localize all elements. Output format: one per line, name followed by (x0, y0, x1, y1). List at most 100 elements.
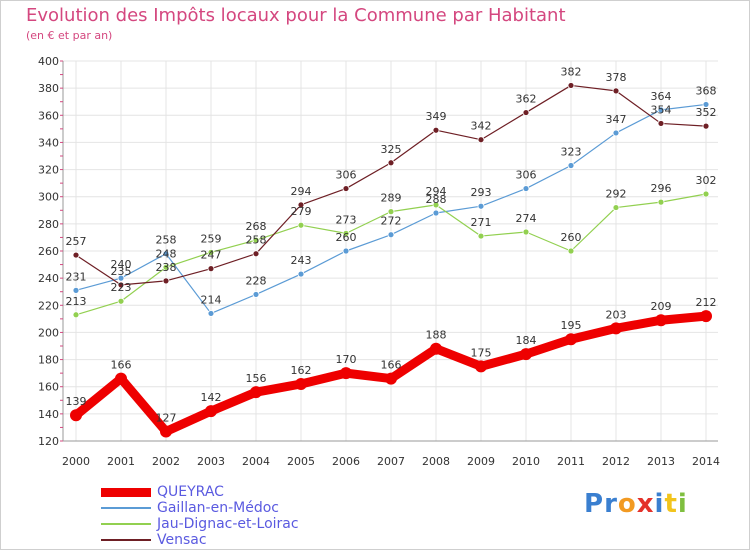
data-point-gaillan (387, 231, 395, 239)
y-tick-label: 280 (38, 218, 59, 231)
data-label-vensac: 378 (606, 71, 627, 84)
data-label-jau: 259 (201, 232, 222, 245)
legend-item-queyrac: QUEYRAC (101, 484, 299, 500)
data-point-gaillan (207, 310, 215, 317)
y-tick-label: 220 (38, 299, 59, 312)
data-point-jau (207, 248, 215, 256)
x-tick-label: 2004 (242, 455, 270, 468)
data-point-gaillan (522, 185, 530, 192)
data-label-queyrac: 142 (201, 391, 222, 404)
data-point-gaillan (342, 247, 350, 255)
data-point-vensac (432, 126, 440, 134)
data-point-jau (117, 297, 125, 305)
data-label-queyrac: 170 (336, 353, 357, 366)
data-label-gaillan: 306 (516, 169, 537, 182)
chart-title: Evolution des Impôts locaux pour la Comm… (26, 5, 566, 26)
data-point-jau (702, 190, 710, 198)
data-label-vensac: 342 (471, 120, 492, 133)
x-tick-label: 2013 (647, 455, 675, 468)
data-point-vensac (117, 281, 125, 289)
data-label-queyrac: 166 (381, 359, 402, 372)
logo-letter: t (664, 489, 678, 519)
data-label-jau: 274 (516, 212, 537, 225)
data-label-jau: 296 (651, 182, 672, 195)
data-label-vensac: 306 (336, 169, 357, 182)
x-tick-label: 2010 (512, 455, 540, 468)
y-tick-label: 120 (38, 435, 59, 448)
x-tick-label: 2011 (557, 455, 585, 468)
y-tick-label: 260 (38, 245, 59, 258)
data-point-queyrac (700, 310, 712, 323)
data-label-gaillan: 368 (696, 84, 717, 97)
data-label-jau: 271 (471, 216, 492, 229)
data-label-gaillan: 243 (291, 254, 312, 267)
x-tick-label: 2001 (107, 455, 135, 468)
data-label-jau: 292 (606, 188, 627, 201)
data-point-jau (567, 247, 575, 255)
data-point-jau (432, 201, 440, 209)
data-label-vensac: 325 (381, 143, 402, 156)
legend-swatch-queyrac (101, 487, 151, 497)
x-tick-label: 2014 (692, 455, 720, 468)
x-tick-label: 2008 (422, 455, 450, 468)
x-tick-label: 2003 (197, 455, 225, 468)
logo-letter: o (617, 489, 637, 519)
data-label-jau: 213 (66, 295, 87, 308)
data-point-jau (297, 221, 305, 229)
legend-item-jau: Jau-Dignac-et-Loirac (101, 516, 299, 532)
data-point-vensac (162, 277, 170, 285)
data-point-jau (342, 229, 350, 237)
data-point-vensac (702, 122, 710, 130)
x-tick-label: 2005 (287, 455, 315, 468)
y-tick-label: 240 (38, 272, 59, 285)
data-label-gaillan: 258 (156, 234, 177, 247)
data-label-vensac: 349 (426, 110, 447, 123)
y-tick-label: 400 (38, 55, 59, 68)
data-label-vensac: 362 (516, 93, 537, 106)
legend-item-gaillan: Gaillan-en-Médoc (101, 500, 299, 516)
data-point-gaillan (612, 129, 620, 137)
data-point-gaillan (477, 202, 485, 210)
logo-letter: P (584, 489, 605, 519)
logo-letter: x (636, 489, 655, 519)
data-label-vensac: 238 (156, 261, 177, 274)
data-point-vensac (72, 251, 80, 259)
chart-subtitle: (en € et par an) (26, 29, 113, 42)
data-label-jau: 273 (336, 213, 357, 226)
data-label-queyrac: 162 (291, 364, 312, 377)
data-point-jau (477, 232, 485, 240)
data-label-jau: 289 (381, 192, 402, 205)
data-label-jau: 268 (246, 220, 267, 233)
data-point-jau (522, 228, 530, 236)
data-point-vensac (297, 201, 305, 209)
data-point-jau (72, 311, 80, 319)
legend: QUEYRAC Gaillan-en-Médoc Jau-Dignac-et-L… (101, 484, 299, 548)
data-point-gaillan (297, 270, 305, 278)
data-point-queyrac (250, 386, 262, 399)
data-point-jau (252, 236, 260, 244)
data-point-queyrac (475, 360, 487, 373)
y-tick-label: 180 (38, 354, 59, 367)
data-point-queyrac (565, 333, 577, 346)
y-tick-label: 140 (38, 408, 59, 421)
legend-label-gaillan: Gaillan-en-Médoc (157, 500, 279, 516)
data-point-vensac (387, 159, 395, 167)
y-tick-label: 380 (38, 82, 59, 95)
data-point-queyrac (205, 405, 217, 418)
data-point-jau (612, 204, 620, 211)
data-label-gaillan: 323 (561, 146, 582, 159)
y-tick-label: 340 (38, 136, 59, 149)
x-tick-label: 2002 (152, 455, 180, 468)
legend-swatch-vensac (101, 539, 151, 541)
data-label-vensac: 294 (291, 185, 312, 198)
data-label-queyrac: 156 (246, 372, 267, 385)
proxiti-logo: Proxiti (584, 489, 688, 519)
x-tick-label: 2012 (602, 455, 630, 468)
y-tick-label: 300 (38, 191, 59, 204)
data-label-queyrac: 175 (471, 346, 492, 359)
data-point-jau (162, 263, 170, 271)
data-label-vensac: 352 (696, 106, 717, 119)
data-point-vensac (522, 109, 530, 116)
